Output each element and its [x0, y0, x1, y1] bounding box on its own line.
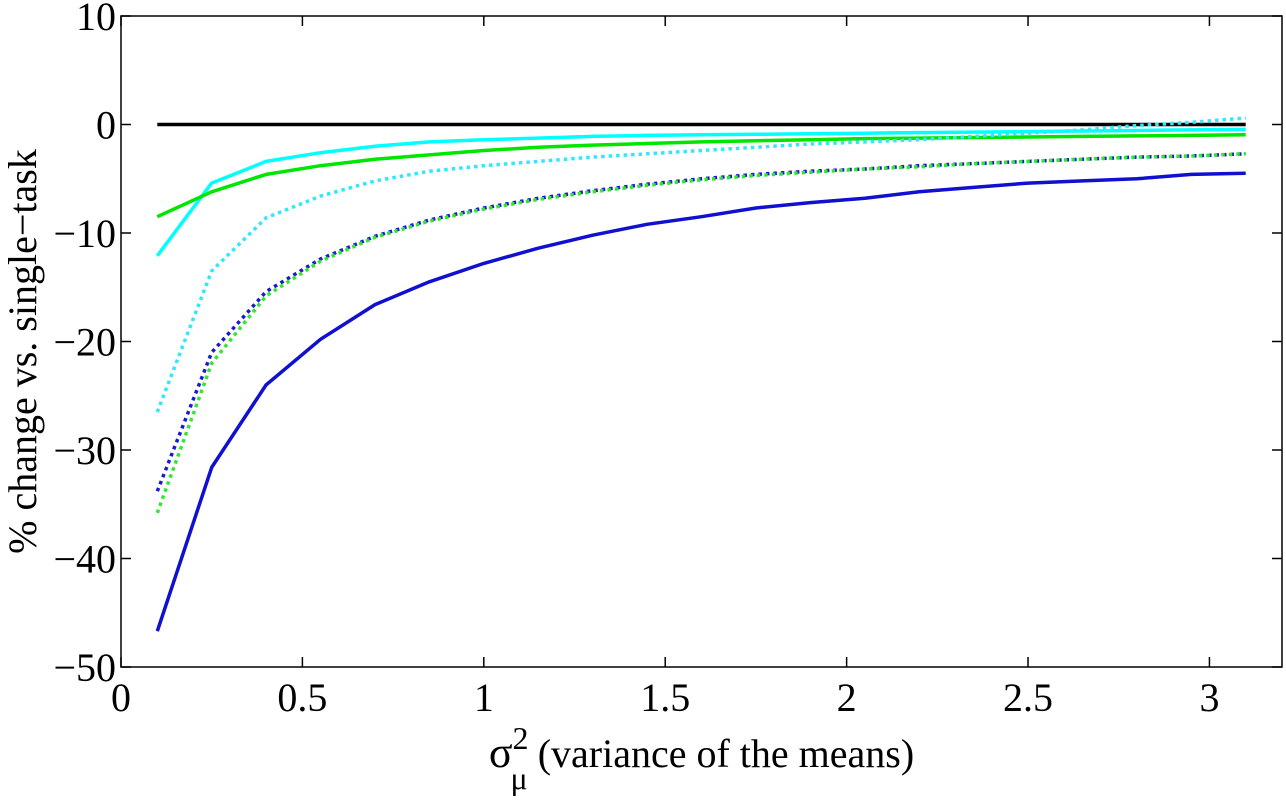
y-tick-label: 0	[96, 103, 116, 148]
x-axis-superscript: 2	[513, 720, 529, 756]
plot-frame	[120, 15, 1283, 668]
y-axis-ticks: −50 −40 −30 −20 −10 0 10	[53, 0, 1282, 690]
series-line-3	[156, 133, 1246, 219]
y-axis-title: % change vs. single−task	[0, 149, 45, 554]
x-axis-subscript: μ	[511, 760, 528, 796]
x-axis-text: (variance of the means)	[538, 731, 914, 776]
x-axis-ticks: 0 0.5 1 1.5 2 2.5 3	[111, 16, 1219, 720]
y-tick-label: −20	[53, 320, 116, 365]
x-tick-label: 2	[837, 675, 857, 720]
y-tick-label: −40	[53, 537, 116, 582]
series-lines	[155, 116, 1246, 632]
series-line-5	[155, 152, 1246, 492]
x-tick-label: 1	[474, 675, 494, 720]
x-tick-label: 1.5	[640, 675, 690, 720]
series-line-6	[155, 152, 1246, 514]
series-line-2	[155, 127, 1246, 257]
x-axis-symbol: σ	[489, 728, 513, 777]
series-line-7	[155, 171, 1246, 632]
x-tick-label: 0	[111, 675, 131, 720]
series-line-4	[155, 116, 1246, 413]
plot-area	[120, 15, 1283, 668]
y-tick-label: −30	[53, 428, 116, 473]
y-tick-label: −50	[53, 645, 116, 690]
y-tick-label: −10	[53, 211, 116, 256]
x-axis-title: σ2 μ (variance of the means)	[489, 720, 914, 796]
x-tick-label: 3	[1199, 675, 1219, 720]
x-tick-label: 0.5	[277, 675, 327, 720]
x-tick-label: 2.5	[1003, 675, 1053, 720]
y-tick-label: 10	[76, 0, 116, 39]
